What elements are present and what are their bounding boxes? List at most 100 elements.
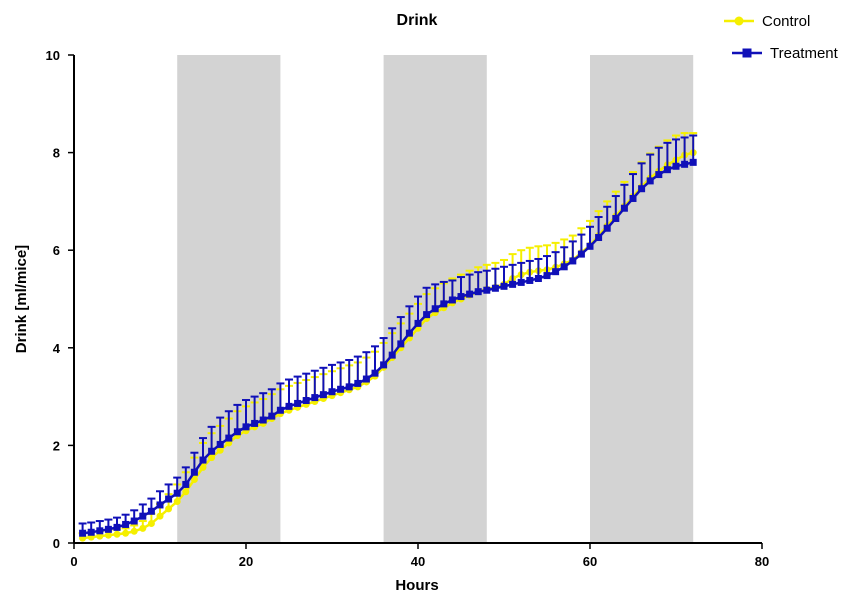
point-treatment [603,224,611,232]
point-treatment [414,319,422,327]
y-tick-label: 10 [46,48,60,63]
point-treatment [319,391,327,399]
legend-item-control: Control [724,13,810,30]
point-treatment [638,185,646,193]
point-control [190,476,198,484]
legend-marker-treatment [742,48,752,58]
point-treatment [345,383,353,391]
point-treatment [242,423,250,431]
y-tick-label: 4 [53,341,61,356]
point-treatment [612,214,620,222]
point-treatment [689,158,697,166]
legend-item-treatment: Treatment [732,45,839,62]
point-treatment [104,525,112,533]
point-treatment [509,280,517,288]
dark-period-3 [590,55,694,543]
point-treatment [397,340,405,348]
point-control [208,454,216,462]
point-treatment [595,234,603,242]
point-control [156,512,164,520]
point-treatment [233,428,241,436]
point-treatment [173,489,181,497]
point-treatment [182,480,190,488]
point-treatment [380,361,388,369]
point-treatment [328,388,336,396]
point-treatment [156,501,164,509]
point-treatment [440,300,448,308]
point-treatment [337,385,345,393]
point-treatment [294,399,302,407]
point-control [173,498,181,506]
point-treatment [96,527,104,535]
point-treatment [225,434,233,442]
point-treatment [500,282,508,290]
point-treatment [302,397,310,405]
series-treatment [78,134,698,537]
x-axis-label: Hours [395,577,438,594]
x-tick-label: 80 [755,554,769,569]
y-tick-label: 6 [53,243,60,258]
point-treatment [216,440,224,448]
point-treatment [466,290,474,298]
point-control [122,529,130,537]
point-treatment [311,394,319,402]
legend: Control Treatment [724,13,839,62]
y-axis-label: Drink [ml/mice] [13,245,30,353]
point-control [216,446,224,454]
point-treatment [543,272,551,280]
point-treatment [388,351,396,359]
point-control [139,524,147,532]
y-tick-label: 8 [53,146,60,161]
point-treatment [190,468,198,476]
point-treatment [259,416,267,424]
point-treatment [569,257,577,265]
point-treatment [491,284,499,292]
point-treatment [362,375,370,383]
point-control [104,531,112,539]
point-treatment [79,529,87,537]
series-layer [78,132,698,542]
point-treatment [517,278,525,286]
point-control [199,463,207,471]
point-treatment [122,520,130,528]
point-treatment [251,419,259,427]
legend-label-control: Control [762,13,810,30]
x-tick-label: 60 [583,554,597,569]
point-treatment [681,160,689,168]
ticks: 0 20 40 60 80 0 2 4 6 8 10 [46,48,770,569]
point-treatment [405,329,413,337]
point-treatment [586,242,594,250]
x-tick-label: 20 [239,554,253,569]
point-treatment [268,412,276,420]
point-treatment [560,263,568,271]
point-treatment [672,162,680,170]
y-tick-label: 0 [53,536,60,551]
point-treatment [87,528,95,536]
point-treatment [474,288,482,296]
point-treatment [285,402,293,410]
point-treatment [423,311,431,319]
x-tick-label: 0 [70,554,77,569]
point-treatment [139,512,147,520]
point-treatment [457,293,465,301]
point-control [130,527,138,535]
point-control [147,519,155,527]
point-treatment [147,507,155,515]
point-treatment [526,276,534,284]
point-treatment [448,296,456,304]
point-treatment [354,379,362,387]
point-treatment [483,286,491,294]
point-control [113,530,121,538]
point-treatment [113,523,121,531]
point-treatment [655,171,663,179]
point-treatment [208,447,216,455]
point-treatment [646,177,654,185]
point-treatment [130,517,138,525]
point-treatment [620,204,628,212]
point-treatment [276,406,284,414]
point-treatment [534,275,542,283]
point-control [96,532,104,540]
point-treatment [371,369,379,377]
point-treatment [552,268,560,276]
